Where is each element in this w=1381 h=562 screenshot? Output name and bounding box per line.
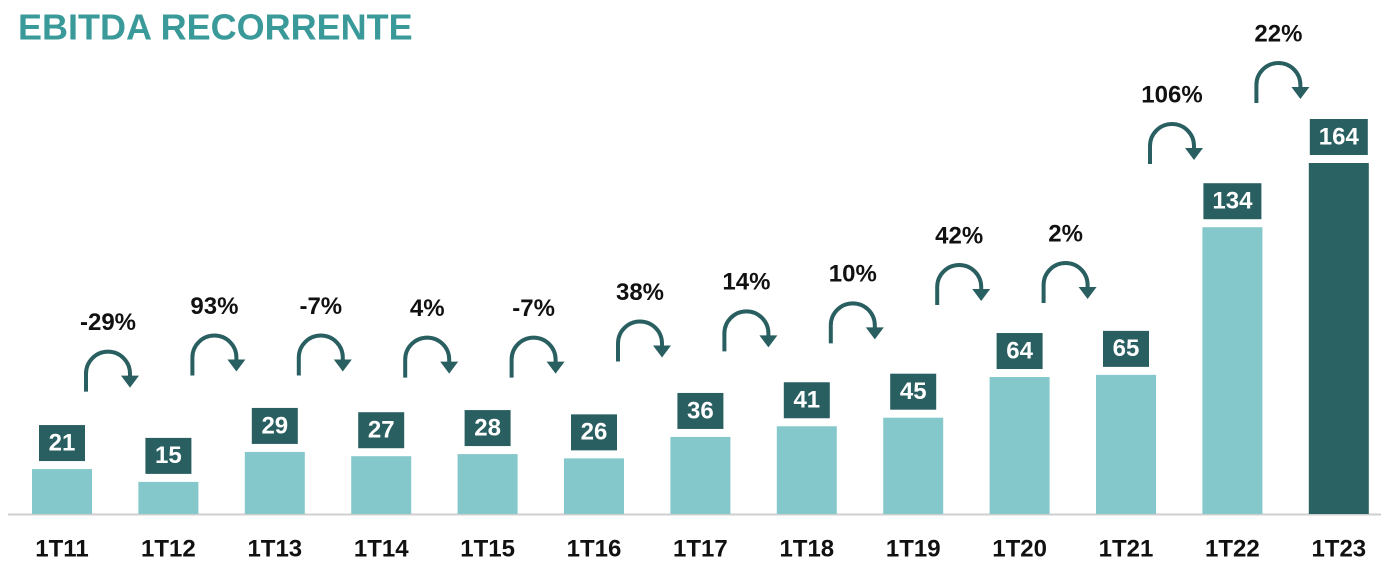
growth-arrowhead bbox=[440, 361, 459, 374]
growth-arrowhead bbox=[1291, 87, 1310, 99]
bar bbox=[883, 417, 944, 514]
bar bbox=[989, 377, 1050, 514]
growth-arrow bbox=[1148, 121, 1196, 164]
value-label: 27 bbox=[368, 417, 395, 444]
growth-arrowhead bbox=[972, 289, 991, 302]
growth-arrow bbox=[84, 349, 132, 392]
growth-label: -7% bbox=[512, 295, 555, 322]
growth-arrowhead bbox=[227, 359, 246, 372]
growth-arrowhead bbox=[333, 359, 352, 372]
growth-arrow bbox=[190, 333, 239, 376]
growth-label: 42% bbox=[935, 222, 983, 249]
bar bbox=[776, 426, 837, 514]
value-label-box bbox=[890, 373, 937, 410]
value-label-box bbox=[571, 414, 617, 451]
value-label-box bbox=[677, 392, 724, 429]
value-label: 26 bbox=[581, 419, 608, 446]
bar bbox=[1096, 374, 1156, 514]
growth-label: 14% bbox=[722, 269, 770, 296]
value-label-box bbox=[464, 410, 511, 447]
value-label: 15 bbox=[155, 442, 182, 469]
growth-arrow bbox=[403, 335, 452, 378]
value-label-box bbox=[251, 407, 298, 444]
growth-label: 22% bbox=[1254, 20, 1302, 47]
growth-arrowhead bbox=[759, 335, 778, 348]
growth-arrowhead bbox=[546, 361, 565, 374]
x-tick-label: 1T22 bbox=[1205, 535, 1260, 562]
bar bbox=[138, 481, 199, 514]
growth-arrow bbox=[935, 263, 984, 306]
x-tick-label: 1T16 bbox=[567, 535, 622, 562]
growth-label: 106% bbox=[1141, 81, 1202, 108]
bar bbox=[1202, 227, 1263, 514]
x-tick-label: 1T17 bbox=[673, 535, 728, 562]
growth-arrow bbox=[296, 333, 345, 376]
value-label: 134 bbox=[1212, 188, 1253, 215]
value-label: 36 bbox=[687, 397, 714, 424]
bar bbox=[351, 456, 412, 514]
value-label-box bbox=[1309, 119, 1368, 155]
x-tick-label: 1T12 bbox=[141, 535, 196, 562]
value-label-box bbox=[39, 425, 85, 462]
growth-label: 93% bbox=[190, 293, 238, 320]
value-label-box bbox=[145, 437, 192, 474]
growth-label: 10% bbox=[829, 261, 877, 288]
value-label-box bbox=[358, 412, 405, 449]
growth-arrowhead bbox=[121, 375, 139, 388]
growth-arrow bbox=[722, 309, 771, 352]
growth-arrow bbox=[1041, 261, 1090, 304]
value-label-box bbox=[1103, 330, 1149, 367]
x-tick-label: 1T18 bbox=[779, 535, 834, 562]
value-label: 64 bbox=[1006, 337, 1033, 364]
value-label-box bbox=[1203, 183, 1262, 220]
growth-label: 2% bbox=[1048, 220, 1083, 247]
bar bbox=[564, 458, 624, 514]
growth-arrow bbox=[509, 335, 558, 378]
value-label-box bbox=[996, 333, 1043, 370]
value-label: 28 bbox=[474, 414, 501, 441]
growth-arrowhead bbox=[1185, 147, 1203, 160]
x-tick-label: 1T20 bbox=[992, 535, 1047, 562]
value-label-box bbox=[783, 382, 830, 419]
growth-label: 4% bbox=[410, 295, 445, 322]
value-label: 29 bbox=[261, 412, 288, 439]
growth-label: -29% bbox=[80, 309, 136, 336]
growth-arrowhead bbox=[1078, 287, 1097, 300]
value-label: 21 bbox=[49, 429, 76, 456]
x-tick-label: 1T14 bbox=[354, 535, 409, 562]
growth-arrow bbox=[828, 301, 877, 344]
value-label: 164 bbox=[1319, 123, 1360, 150]
x-tick-label: 1T21 bbox=[1099, 535, 1154, 562]
growth-label: 38% bbox=[616, 279, 664, 306]
bar bbox=[457, 454, 518, 514]
value-label: 41 bbox=[793, 387, 820, 414]
x-tick-label: 1T19 bbox=[886, 535, 941, 562]
x-tick-label: 1T11 bbox=[35, 535, 88, 562]
bar bbox=[32, 469, 92, 514]
bar bbox=[244, 451, 305, 514]
growth-arrow bbox=[616, 319, 664, 362]
x-tick-label: 1T15 bbox=[460, 535, 515, 562]
x-tick-label: 1T23 bbox=[1311, 535, 1366, 562]
chart-title: EBITDA RECORRENTE bbox=[18, 7, 413, 48]
growth-arrowhead bbox=[653, 345, 671, 358]
bar bbox=[1308, 163, 1369, 514]
growth-arrowhead bbox=[865, 327, 884, 340]
growth-label: -7% bbox=[299, 293, 342, 320]
bar bbox=[670, 436, 731, 514]
x-tick-label: 1T13 bbox=[247, 535, 302, 562]
value-label: 45 bbox=[900, 378, 927, 405]
value-label: 65 bbox=[1113, 335, 1140, 362]
growth-arrow bbox=[1254, 61, 1303, 103]
